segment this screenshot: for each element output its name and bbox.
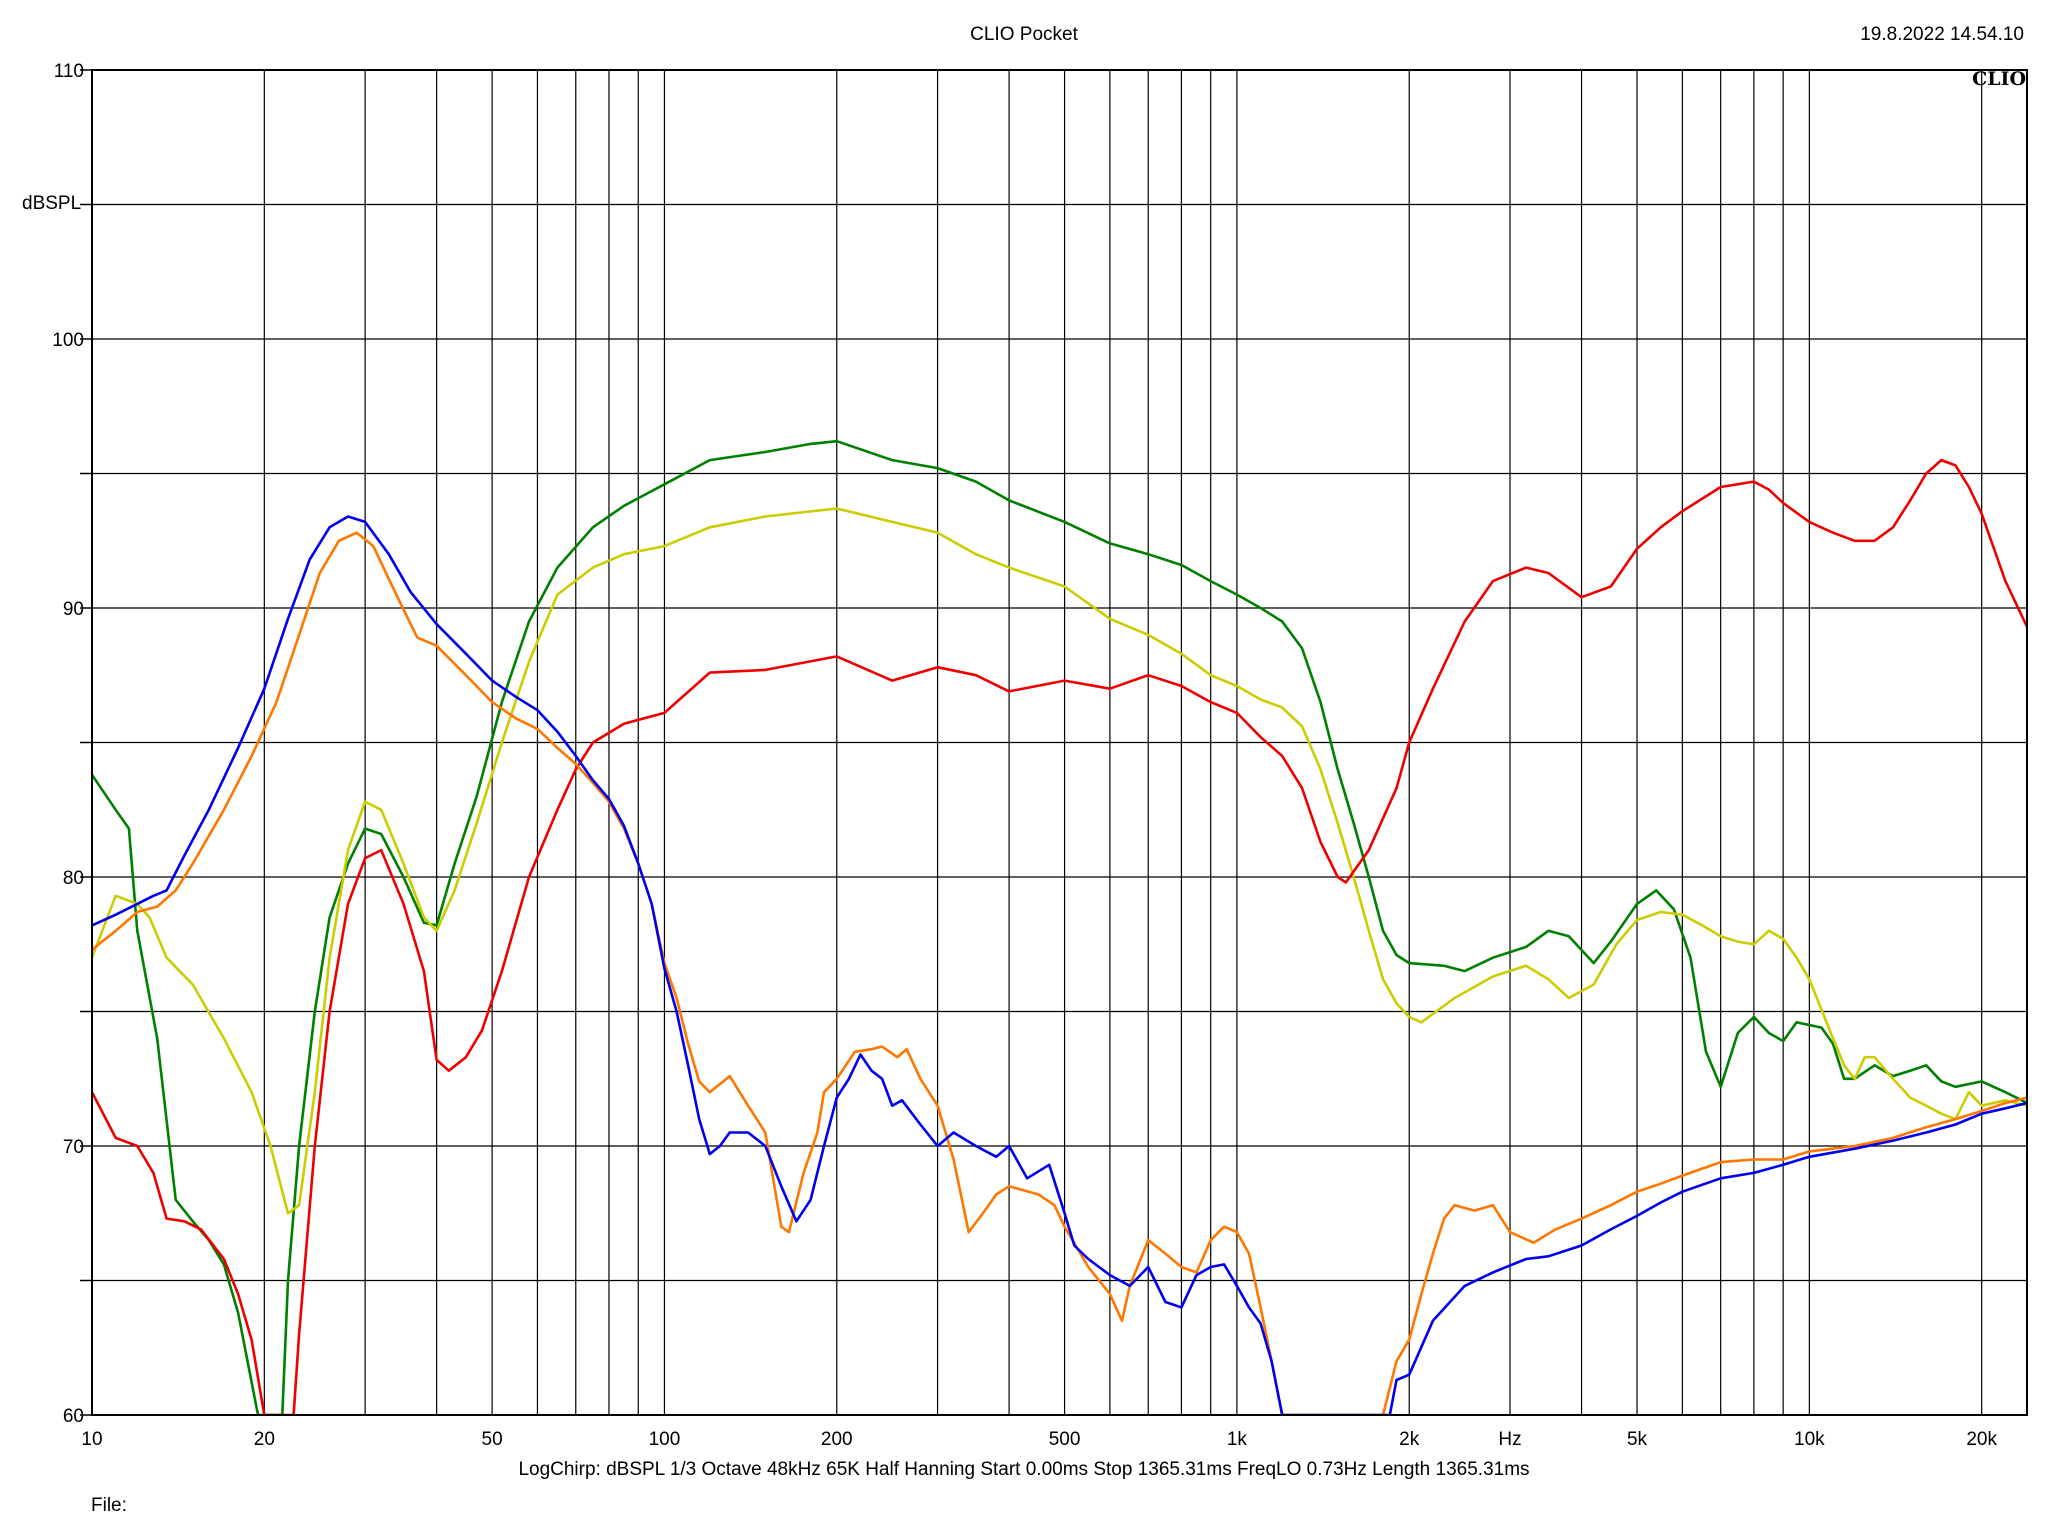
x-tick-label: 10k bbox=[1794, 1429, 1825, 1450]
y-axis-label: dBSPL bbox=[22, 193, 82, 214]
measurement-settings: LogChirp: dBSPL 1/3 Octave 48kHz 65K Hal… bbox=[518, 1459, 1530, 1480]
x-axis-label: Hz bbox=[1498, 1429, 1521, 1450]
y-tick-label: 60 bbox=[63, 1406, 84, 1427]
plot-frame bbox=[91, 69, 2028, 1416]
x-tick-label: 200 bbox=[821, 1429, 853, 1450]
series-line-5 bbox=[92, 515, 2027, 1415]
y-tick-label: 80 bbox=[63, 868, 84, 889]
x-tick-label: 100 bbox=[649, 1429, 681, 1450]
y-tick-label: 110 bbox=[54, 61, 84, 82]
measurement-datetime: 19.8.2022 14.54.10 bbox=[1860, 24, 2024, 45]
x-tick-label: 5k bbox=[1627, 1429, 1648, 1450]
series-line-2 bbox=[92, 507, 2027, 1215]
chart-title: CLIO Pocket bbox=[970, 24, 1078, 45]
x-tick-label: 1k bbox=[1227, 1429, 1248, 1450]
x-tick-label: 10 bbox=[81, 1429, 102, 1450]
series-line-4 bbox=[92, 531, 2027, 1415]
axis-ticks: 60 70 80 90 100 110 10 20 50 100 200 500 1k 2k 5k 10k 20… bbox=[52, 61, 1997, 1450]
x-tick-label: 500 bbox=[1049, 1429, 1081, 1450]
x-tick-label: 20k bbox=[1966, 1429, 1997, 1450]
series-line-1 bbox=[92, 439, 2027, 1415]
y-tick-label: 90 bbox=[63, 599, 84, 620]
x-tick-label: 2k bbox=[1399, 1429, 1420, 1450]
clio-brand-logo: CLIO bbox=[1972, 68, 2026, 90]
x-tick-label: 20 bbox=[254, 1429, 275, 1450]
y-tick-label: 70 bbox=[63, 1137, 84, 1158]
series-line-3 bbox=[92, 458, 2027, 1415]
file-label: File: bbox=[91, 1495, 127, 1516]
chart-series bbox=[92, 439, 2027, 1415]
x-tick-label: 50 bbox=[482, 1429, 503, 1450]
y-tick-label: 100 bbox=[52, 330, 84, 351]
